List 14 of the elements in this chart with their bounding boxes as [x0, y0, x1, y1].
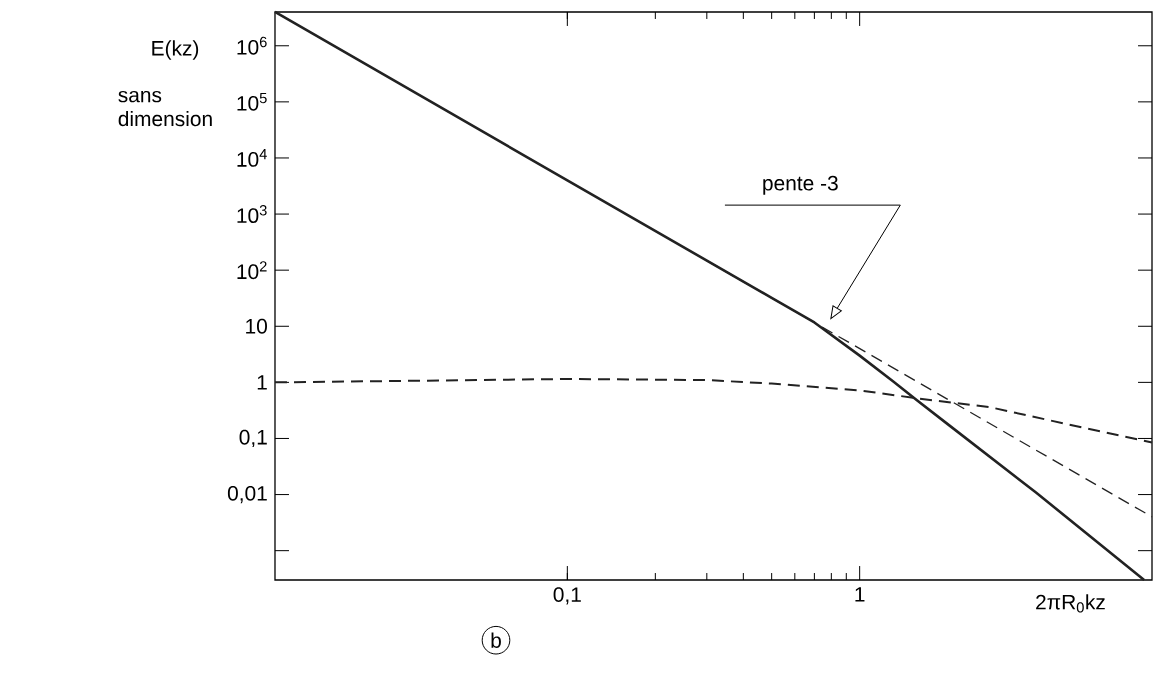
y-tick-label: 10$^{3}$: [237, 205, 267, 224]
y-tick-label: 10: [246, 318, 267, 334]
y-tick-label: 10$^{5}$: [237, 92, 267, 111]
text: sans dimension: [118, 90, 212, 127]
y-tick-label: 10$^{2}$: [237, 261, 267, 280]
y-tick-label: 10$^{6}$: [237, 36, 267, 55]
y-tick-label: 0,1: [239, 429, 267, 448]
text: b: [491, 632, 501, 648]
y-axis-title: E(kz): [152, 40, 199, 60]
annotation: pente -3: [763, 175, 838, 195]
x-axis-title: 2πR$_{0}$kz: [1036, 594, 1105, 613]
y-tick-label: 0,01: [227, 485, 267, 504]
y-tick-label: 10$^{4}$: [237, 149, 267, 167]
y-tick-label: 1: [257, 375, 267, 390]
